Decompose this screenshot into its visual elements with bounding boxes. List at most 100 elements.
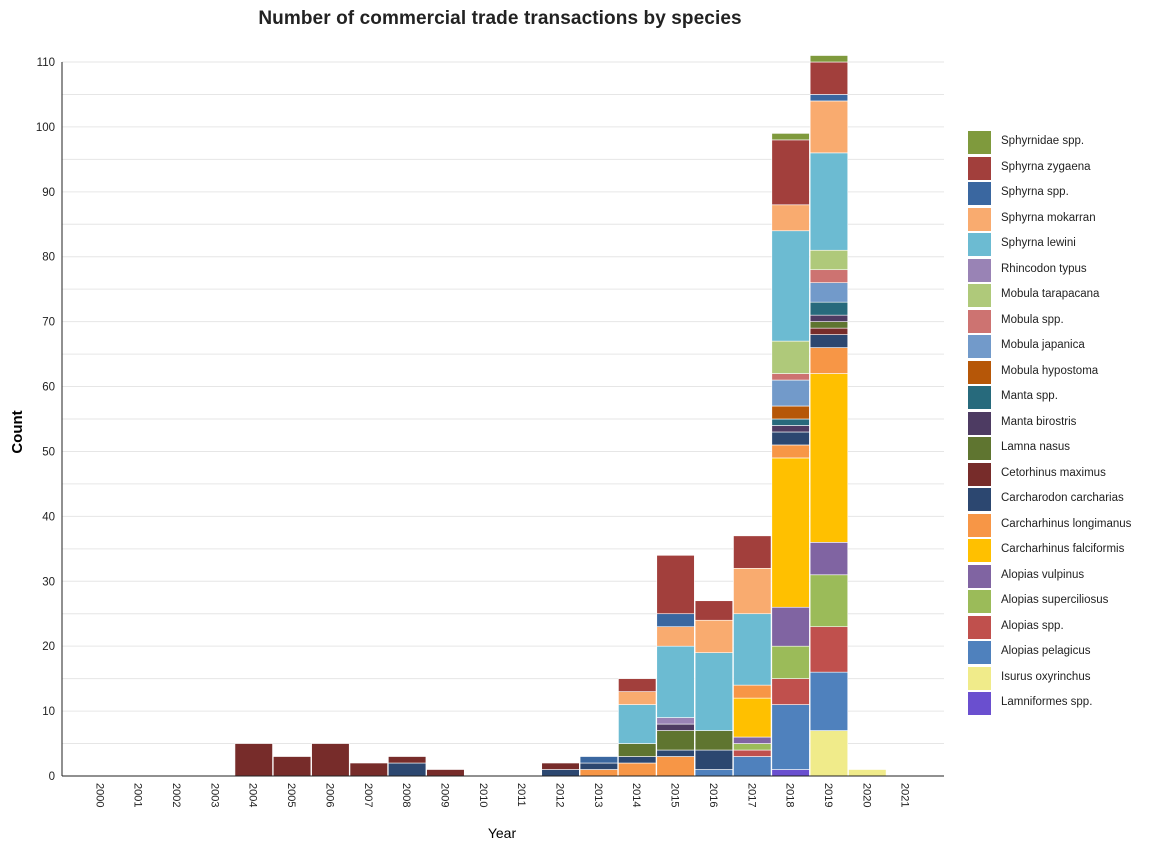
legend-item: Sphyrna lewini	[968, 233, 1156, 259]
legend-label: Sphyrna mokarran	[1001, 211, 1096, 224]
legend-label: Sphyrnidae spp.	[1001, 135, 1085, 147]
x-tick-label: 2009	[438, 783, 450, 807]
y-axis-label: Count	[9, 410, 26, 453]
legend-label: Alopias superciliosus	[1001, 594, 1109, 606]
bar-segment	[771, 431, 810, 446]
bar-segment	[656, 749, 695, 757]
y-tick-label: 80	[42, 252, 55, 264]
chart-title: Number of commercial trade transactions …	[258, 8, 742, 29]
x-tick-label: 2020	[860, 783, 872, 807]
legend-swatch	[968, 462, 991, 486]
bar-segment	[771, 645, 810, 679]
bar-segment	[771, 678, 810, 705]
legend-item: Alopias pelagicus	[968, 641, 1156, 667]
legend-item: Alopias superciliosus	[968, 590, 1156, 616]
legend-label: Lamna nasus	[1001, 441, 1071, 453]
legend-swatch	[968, 284, 991, 307]
bar-segment	[809, 321, 849, 329]
legend-swatch	[968, 156, 991, 180]
legend-swatch	[968, 513, 991, 537]
x-tick-label: 2019	[822, 783, 834, 807]
bar-segment	[771, 425, 810, 433]
bar-segment	[809, 61, 849, 95]
bar-segment	[809, 334, 849, 348]
bar-segment	[771, 606, 810, 647]
bar-segment	[656, 717, 695, 725]
legend-swatch	[968, 182, 991, 205]
bar-segment	[656, 626, 695, 647]
legend-label: Sphyrna lewini	[1001, 237, 1076, 249]
legend-item: Manta birostris	[968, 411, 1156, 438]
x-tick-label: 2016	[707, 783, 719, 807]
bar-segment	[809, 282, 849, 303]
bar-segment	[656, 756, 695, 777]
bar-segment	[272, 756, 312, 777]
legend-swatch	[968, 692, 991, 715]
legend-label: Alopias spp.	[1001, 619, 1064, 632]
legend-item: Mobula hypostoma	[968, 360, 1156, 387]
legend-item: Carcharhinus falciformis	[968, 539, 1156, 565]
bar-segment	[809, 314, 849, 322]
legend-label: Mobula japanica	[1001, 339, 1085, 351]
legend-label: Rhincodon typus	[1001, 262, 1087, 275]
bar-segment	[809, 671, 849, 731]
bar-segment	[733, 736, 772, 744]
legend-swatch	[968, 131, 991, 154]
legend-label: Carcharhinus longimanus	[1001, 517, 1132, 530]
legend-item: Alopias vulpinus	[968, 564, 1156, 591]
y-tick-label: 70	[42, 317, 55, 329]
legend-item: Lamniformes spp.	[968, 692, 1156, 718]
bar-segment	[809, 100, 849, 154]
legend-item: Alopias spp.	[968, 615, 1156, 642]
x-tick-label: 2005	[285, 783, 297, 807]
bar-segment	[656, 730, 695, 751]
legend-label: Sphyrna spp.	[1001, 186, 1069, 198]
axes: 0 10 20 30 40 50 60 70 80 90 100 110 2000 2001 2002 200…	[36, 57, 944, 807]
bar-segment	[771, 418, 810, 426]
legend-swatch	[968, 411, 991, 435]
x-tick-label: 2014	[630, 783, 642, 807]
legend-label: Mobula hypostoma	[1001, 364, 1099, 377]
legend-item: Mobula tarapacana	[968, 284, 1156, 310]
bar-segment	[618, 678, 657, 692]
x-tick-label: 2013	[592, 783, 604, 807]
bar-segment	[656, 645, 695, 718]
bar-segment	[771, 379, 810, 407]
y-tick-label: 20	[42, 641, 55, 653]
x-tick-label: 2021	[899, 783, 911, 807]
bar-segment	[388, 756, 427, 764]
bar-segment	[541, 769, 580, 777]
bar-segment	[694, 600, 734, 621]
bar-segment	[234, 743, 273, 777]
x-tick-label: 2015	[669, 783, 681, 807]
y-tick-label: 110	[37, 57, 55, 69]
bar-segment	[694, 652, 734, 731]
legend-swatch	[968, 258, 991, 282]
y-tick-label: 60	[42, 382, 55, 394]
legend-item: Rhincodon typus	[968, 258, 1156, 285]
bars	[234, 55, 887, 777]
bar-segment	[771, 230, 810, 342]
legend-item: Isurus oxyrinchus	[968, 666, 1156, 693]
bar-segment	[848, 769, 887, 777]
bar-segment	[733, 613, 772, 686]
legend-item: Mobula spp.	[968, 309, 1156, 336]
x-tick-label: 2017	[745, 783, 757, 807]
x-tick-label: 2004	[247, 783, 259, 807]
x-tick-label: 2012	[554, 783, 566, 807]
bar-segment	[349, 762, 388, 777]
bar-segment	[618, 691, 657, 705]
legend-swatch	[968, 386, 991, 409]
bar-segment	[809, 55, 849, 63]
legend-label: Sphyrna zygaena	[1001, 160, 1091, 173]
legend-item: Carcharhinus longimanus	[968, 513, 1156, 540]
bar-segment	[618, 704, 657, 744]
legend-item: Sphyrnidae spp.	[968, 131, 1156, 157]
bar-segment	[733, 697, 772, 738]
bar-segment	[579, 756, 618, 764]
legend-swatch	[968, 207, 991, 231]
legend-label: Lamniformes spp.	[1001, 696, 1093, 708]
bar-segment	[809, 301, 849, 316]
bar-segment	[809, 373, 849, 543]
